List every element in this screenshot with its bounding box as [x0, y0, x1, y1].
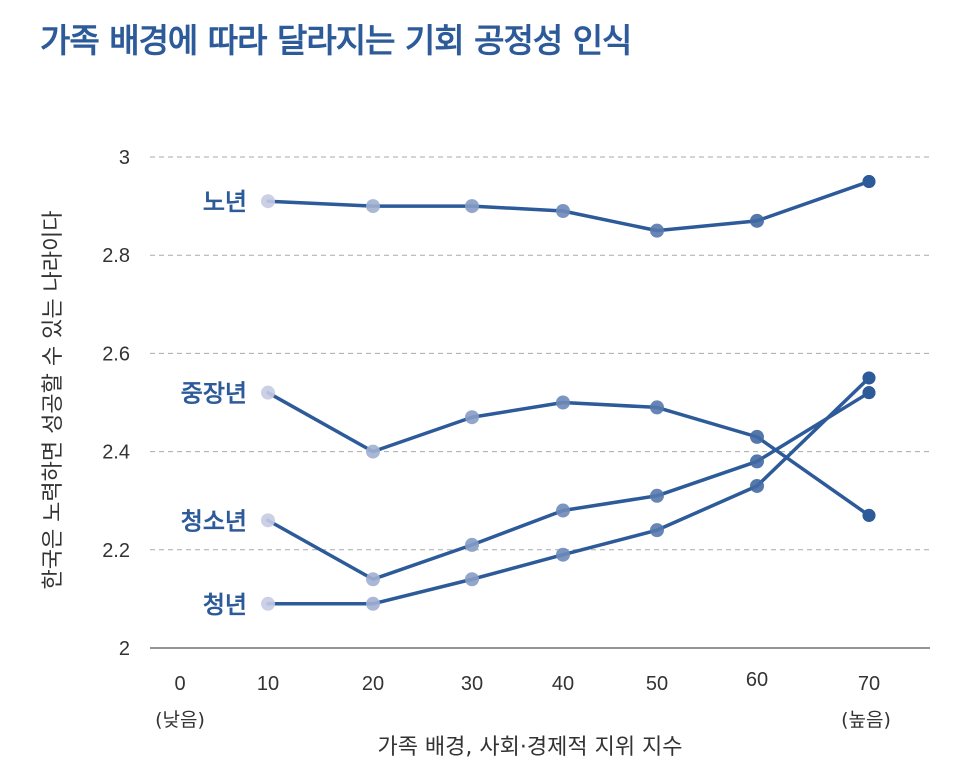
data-point-청소년 [261, 513, 275, 528]
y-tick-label: 2.2 [102, 540, 130, 562]
x-tick-label: 30 [461, 673, 483, 695]
y-axis-label: 한국은 노력하면 성공할 수 있는 나라이다 [41, 210, 66, 589]
series-line-노년 [266, 179, 871, 233]
data-point-노년 [261, 194, 275, 209]
series-label: 노년 [203, 188, 247, 216]
x-tick-label: 60 [746, 669, 768, 691]
gridlines [150, 156, 930, 649]
data-point-중장년 [650, 400, 664, 415]
data-point-청소년 [556, 503, 570, 518]
x-tick-label: 0 [174, 673, 185, 695]
x-low-note: (낮음) [155, 709, 205, 731]
data-point-청년 [650, 523, 664, 538]
x-tick-label: 50 [646, 673, 668, 695]
x-axis-label: 가족 배경, 사회·경제적 지위 지수 [377, 735, 682, 760]
series-line-중장년 [266, 390, 871, 518]
data-point-청소년 [465, 537, 479, 552]
y-tick-label: 2.4 [102, 442, 130, 464]
data-point-청년 [862, 371, 876, 385]
data-point-청년 [750, 478, 764, 493]
data-point-노년 [465, 199, 479, 214]
data-point-청년 [366, 596, 380, 611]
series-markers [261, 175, 876, 611]
data-point-중장년 [465, 410, 479, 425]
series-lines [266, 175, 876, 606]
data-point-중장년 [556, 395, 570, 410]
x-axis-ticks: 0 10 20 30 40 50 60 70 [174, 669, 880, 695]
x-high-note: (높음) [841, 709, 891, 731]
y-tick-label: 2.6 [102, 343, 130, 365]
data-point-중장년 [261, 385, 275, 400]
data-point-청년 [261, 596, 275, 611]
data-point-청년 [556, 547, 570, 562]
data-point-중장년 [366, 444, 380, 459]
chart-title: 가족 배경에 따라 달라지는 기회 공정성 인식 [40, 21, 632, 60]
series-label: 청소년 [181, 507, 247, 535]
data-point-청소년 [862, 386, 876, 400]
data-point-청년 [465, 572, 479, 587]
data-point-청소년 [750, 454, 764, 469]
data-point-노년 [650, 223, 664, 238]
data-point-중장년 [862, 508, 876, 522]
x-tick-label: 10 [257, 673, 279, 695]
data-point-노년 [862, 175, 876, 189]
y-tick-label: 2 [119, 638, 130, 660]
x-tick-label: 70 [858, 673, 880, 695]
y-tick-label: 3 [119, 147, 130, 169]
data-point-청소년 [650, 488, 664, 503]
x-tick-label: 40 [552, 673, 574, 695]
data-point-노년 [750, 213, 764, 228]
series-label: 청년 [203, 591, 247, 619]
data-point-노년 [366, 199, 380, 214]
y-tick-label: 2.8 [102, 245, 130, 267]
x-tick-label: 20 [362, 673, 384, 695]
data-point-중장년 [750, 429, 764, 444]
data-point-노년 [556, 204, 570, 219]
data-point-청소년 [366, 572, 380, 587]
series-label: 중장년 [181, 380, 247, 408]
y-axis-ticks: 3 2.8 2.6 2.4 2.2 2 [102, 147, 130, 660]
